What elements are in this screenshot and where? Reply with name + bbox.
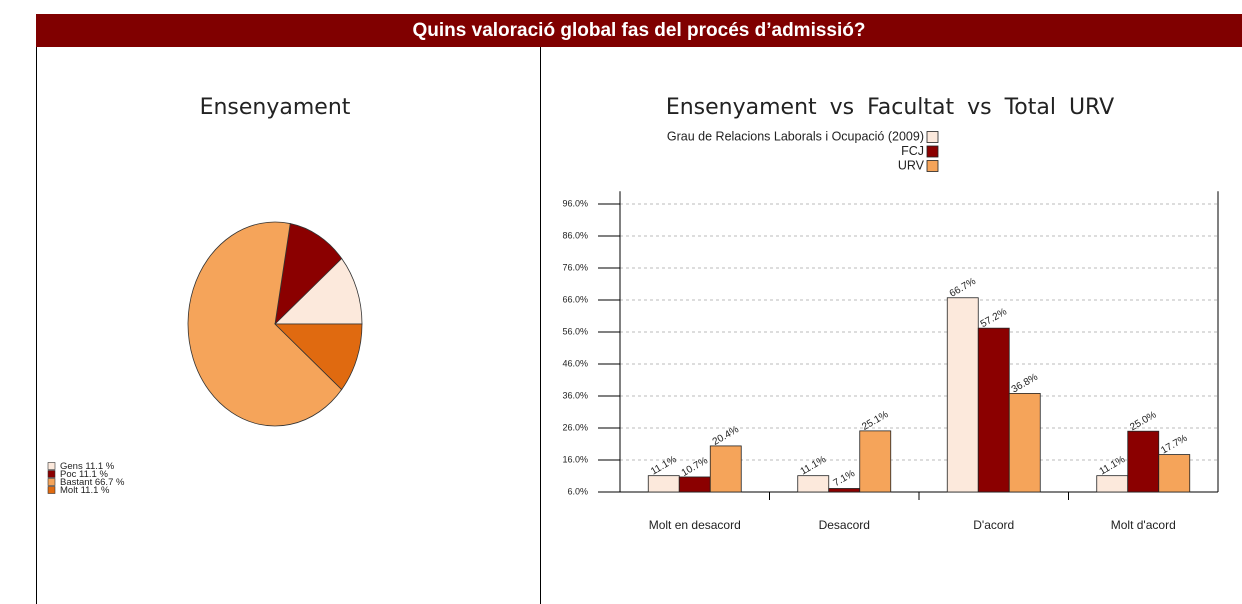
legend-label: URV: [898, 158, 925, 172]
pie-slice: [187, 221, 343, 427]
data-label: 10.7%: [680, 455, 710, 479]
bar: [828, 488, 861, 493]
legend-value: 11.1 %: [85, 461, 114, 472]
data-label: 11.1%: [649, 454, 679, 477]
data-label: 57.2%: [979, 306, 1009, 330]
y-tick-label: 66.0%: [562, 294, 588, 304]
bar: [1008, 393, 1041, 493]
y-tick-label: 76.0%: [562, 262, 588, 272]
legend-swatch: [926, 145, 939, 158]
legend-swatch: [926, 160, 939, 172]
legend-swatch: [47, 470, 56, 478]
bar: [678, 476, 711, 493]
bar: [647, 475, 680, 493]
data-label: 25.0%: [1128, 409, 1158, 433]
y-tick-label: 26.0%: [562, 422, 588, 432]
legend-swatch: [47, 462, 56, 470]
x-tick-label: Desacord: [819, 518, 870, 532]
y-tick-label: 36.0%: [562, 390, 588, 400]
y-tick-label: 46.0%: [562, 358, 588, 368]
y-tick-label: 56.0%: [562, 326, 588, 336]
legend-label: FCJ: [901, 144, 924, 158]
legend-value: 11.1 %: [79, 469, 108, 480]
data-label: 20.4%: [711, 424, 741, 448]
legend-label: Grau de Relacions Laborals i Ocupació (2…: [667, 129, 924, 143]
legend-category: Gens: [60, 461, 83, 472]
x-tick-label: D'acord: [973, 518, 1014, 532]
y-tick-label: 6.0%: [567, 486, 588, 496]
legend-value: 66.7 %: [95, 477, 125, 488]
legend-value: 11.1 %: [81, 485, 110, 496]
legend-label: Gens 11.1 %: [60, 461, 115, 472]
legend-category: Poc: [60, 469, 77, 480]
legend-swatch: [47, 478, 56, 486]
header-title: Quins valoració global fas del procés d’…: [413, 20, 866, 41]
pie-title: Ensenyament: [200, 95, 351, 120]
legend-category: Bastant: [60, 477, 93, 488]
bar: [1158, 454, 1191, 493]
y-tick-label: 86.0%: [562, 230, 588, 240]
data-label: 7.1%: [832, 468, 857, 489]
legend-swatch: [926, 131, 939, 143]
legend-label: Molt 11.1 %: [60, 485, 110, 496]
x-tick-label: Molt en desacord: [649, 518, 741, 532]
y-tick-label: 16.0%: [562, 454, 588, 464]
bar: [859, 430, 892, 493]
bar: [709, 445, 742, 493]
data-label: 17.7%: [1159, 433, 1189, 457]
bar: [1096, 475, 1129, 493]
bar-title: Ensenyament vs Facultat vs Total URV: [666, 95, 1114, 120]
bar: [797, 475, 830, 493]
legend-category: Molt: [60, 485, 78, 496]
bar: [1127, 430, 1160, 493]
legend-label: Bastant 66.7 %: [60, 477, 125, 488]
legend-swatch: [47, 486, 56, 494]
data-label: 11.1%: [1098, 454, 1128, 477]
data-label: 11.1%: [799, 454, 829, 477]
data-label: 25.1%: [860, 409, 890, 433]
pie-slice: [274, 257, 363, 325]
y-tick-label: 96.0%: [562, 198, 588, 208]
pie-slice: [274, 223, 343, 326]
x-tick-label: Molt d'acord: [1111, 518, 1176, 532]
data-label: 36.8%: [1010, 372, 1040, 396]
data-label: 66.7%: [948, 276, 978, 300]
header-bar: [36, 14, 1242, 47]
bar: [946, 297, 979, 493]
legend-label: Poc 11.1 %: [60, 469, 108, 480]
bar: [977, 327, 1010, 493]
pie-slice: [274, 323, 363, 391]
